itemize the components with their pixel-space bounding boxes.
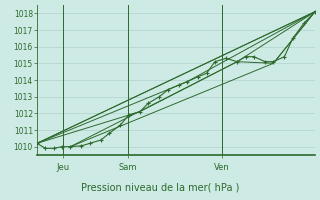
- Text: Pression niveau de la mer( hPa ): Pression niveau de la mer( hPa ): [81, 182, 239, 192]
